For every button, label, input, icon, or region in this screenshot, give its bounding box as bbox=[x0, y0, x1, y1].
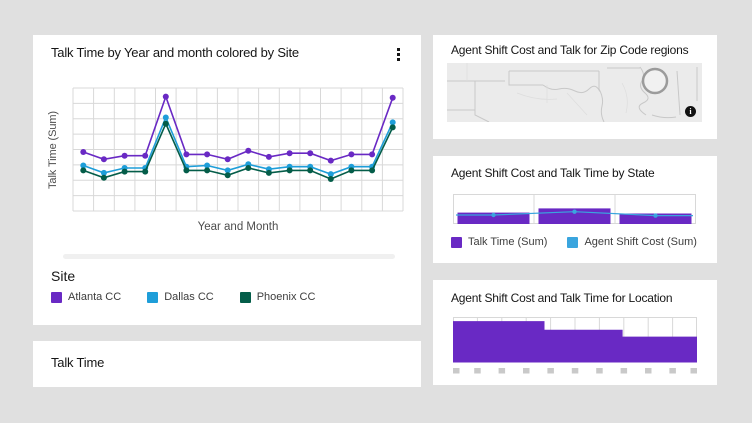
chart-horizontal-scrollbar[interactable] bbox=[63, 254, 395, 259]
location-bar-chart[interactable] bbox=[453, 317, 697, 375]
talk-time-line-chart[interactable] bbox=[72, 87, 404, 212]
legend-swatch bbox=[567, 236, 579, 248]
legend-title: Site bbox=[51, 268, 76, 284]
card-title: Talk Time bbox=[51, 355, 105, 370]
legend-label: Phoenix CC bbox=[256, 291, 316, 303]
x-axis-label: Year and Month bbox=[197, 221, 279, 233]
legend-swatch bbox=[51, 291, 62, 303]
card-title: Agent Shift Cost and Talk Time for Locat… bbox=[451, 291, 673, 305]
legend-swatch bbox=[239, 291, 251, 303]
legend-item-agent-shift-cost[interactable]: Agent Shift Cost (Sum) bbox=[567, 236, 697, 248]
talk-time-line-card: Talk Time by Year and month colored by S… bbox=[33, 35, 421, 325]
legend-label: Atlanta CC bbox=[68, 291, 122, 303]
legend-swatch bbox=[451, 236, 462, 248]
site-legend: Atlanta CC Dallas CC Phoenix CC bbox=[51, 291, 315, 303]
state-combo-card: Agent Shift Cost and Talk Time by State … bbox=[433, 156, 717, 263]
legend-item-dallas-cc[interactable]: Dallas CC bbox=[147, 291, 214, 303]
y-axis-label: Talk Time (Sum) bbox=[47, 110, 59, 189]
legend-item-talk-time[interactable]: Talk Time (Sum) bbox=[451, 236, 547, 248]
card-title: Agent Shift Cost and Talk for Zip Code r… bbox=[451, 43, 689, 57]
location-bars-card: Agent Shift Cost and Talk Time for Locat… bbox=[433, 280, 717, 385]
map-canvas bbox=[447, 63, 698, 122]
legend-item-atlanta-cc[interactable]: Atlanta CC bbox=[51, 291, 121, 303]
zip-code-map[interactable]: i bbox=[447, 63, 702, 122]
card-title: Talk Time by Year and month colored by S… bbox=[51, 45, 299, 60]
legend-swatch bbox=[147, 291, 159, 303]
legend-item-phoenix-cc[interactable]: Phoenix CC bbox=[239, 291, 316, 303]
map-region-marker[interactable] bbox=[641, 67, 669, 95]
talk-time-card: Talk Time bbox=[33, 341, 421, 387]
kebab-menu-icon[interactable] bbox=[391, 46, 405, 62]
legend-label: Agent Shift Cost (Sum) bbox=[584, 236, 697, 248]
map-info-icon[interactable]: i bbox=[685, 106, 696, 117]
legend-label: Talk Time (Sum) bbox=[468, 236, 548, 248]
card-title: Agent Shift Cost and Talk Time by State bbox=[451, 166, 655, 180]
zip-code-map-card: Agent Shift Cost and Talk for Zip Code r… bbox=[433, 35, 717, 139]
state-combo-chart[interactable] bbox=[453, 194, 696, 224]
state-legend: Talk Time (Sum) Agent Shift Cost (Sum) bbox=[451, 236, 697, 248]
legend-label: Dallas CC bbox=[164, 291, 214, 303]
